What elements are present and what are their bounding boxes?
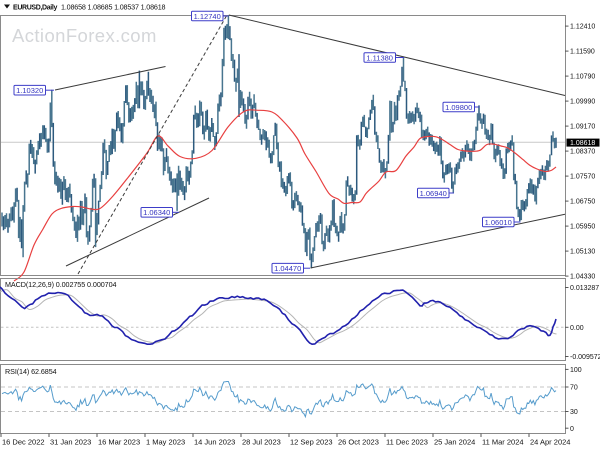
svg-text:EURUSD,Daily: EURUSD,Daily xyxy=(13,5,57,12)
svg-text:1.08658 1.08685 1.08537 1.0861: 1.08658 1.08685 1.08537 1.08618 xyxy=(61,3,166,12)
svg-text:1.08370: 1.08370 xyxy=(570,149,595,156)
svg-text:16 Mar 2023: 16 Mar 2023 xyxy=(98,438,140,447)
svg-text:ActionForex.com: ActionForex.com xyxy=(12,25,157,46)
svg-text:1.05950: 1.05950 xyxy=(570,224,595,231)
svg-text:1.11590: 1.11590 xyxy=(570,49,595,56)
svg-text:1.06340: 1.06340 xyxy=(143,208,170,217)
svg-text:MACD(12,26,9) 0.002755 0.00070: MACD(12,26,9) 0.002755 0.000704 xyxy=(5,280,116,289)
svg-text:1.06940: 1.06940 xyxy=(420,189,447,198)
svg-text:1.04470: 1.04470 xyxy=(274,264,301,273)
svg-text:70: 70 xyxy=(570,385,578,392)
svg-text:1.08618: 1.08618 xyxy=(570,140,595,147)
svg-text:28 Jul 2023: 28 Jul 2023 xyxy=(242,438,281,447)
svg-text:1 May 2023: 1 May 2023 xyxy=(146,438,185,447)
svg-text:1.12740: 1.12740 xyxy=(194,12,221,21)
svg-text:24 Apr 2024: 24 Apr 2024 xyxy=(530,438,570,447)
svg-text:1.06750: 1.06750 xyxy=(570,199,595,206)
svg-text:30: 30 xyxy=(570,409,578,416)
svg-text:1.12410: 1.12410 xyxy=(570,24,595,31)
svg-text:1.05130: 1.05130 xyxy=(570,249,595,256)
svg-text:-0.009572: -0.009572 xyxy=(570,354,600,361)
svg-text:RSI(14) 62.6854: RSI(14) 62.6854 xyxy=(5,367,57,376)
svg-text:0.00: 0.00 xyxy=(570,325,584,332)
svg-text:12 Sep 2023: 12 Sep 2023 xyxy=(290,438,333,447)
svg-text:25 Jan 2024: 25 Jan 2024 xyxy=(434,438,475,447)
svg-text:1.09170: 1.09170 xyxy=(570,124,595,131)
svg-text:0: 0 xyxy=(570,426,574,433)
svg-text:1.09990: 1.09990 xyxy=(570,99,595,106)
svg-text:1.04330: 1.04330 xyxy=(570,274,595,281)
svg-text:11 Dec 2023: 11 Dec 2023 xyxy=(386,438,428,447)
svg-text:1.10790: 1.10790 xyxy=(570,74,595,81)
svg-text:14 Jun 2023: 14 Jun 2023 xyxy=(194,438,235,447)
svg-text:1.07570: 1.07570 xyxy=(570,174,595,181)
svg-text:31 Jan 2023: 31 Jan 2023 xyxy=(50,438,91,447)
svg-text:1.10320: 1.10320 xyxy=(16,86,43,95)
svg-text:1.11380: 1.11380 xyxy=(366,53,393,62)
svg-text:0.013287: 0.013287 xyxy=(570,285,599,292)
svg-text:11 Mar 2024: 11 Mar 2024 xyxy=(482,438,524,447)
svg-text:16 Dec 2022: 16 Dec 2022 xyxy=(2,438,45,447)
svg-text:100: 100 xyxy=(570,367,582,374)
svg-text:1.09800: 1.09800 xyxy=(445,103,472,112)
svg-text:1.06010: 1.06010 xyxy=(485,218,512,227)
svg-text:26 Oct 2023: 26 Oct 2023 xyxy=(338,438,379,447)
